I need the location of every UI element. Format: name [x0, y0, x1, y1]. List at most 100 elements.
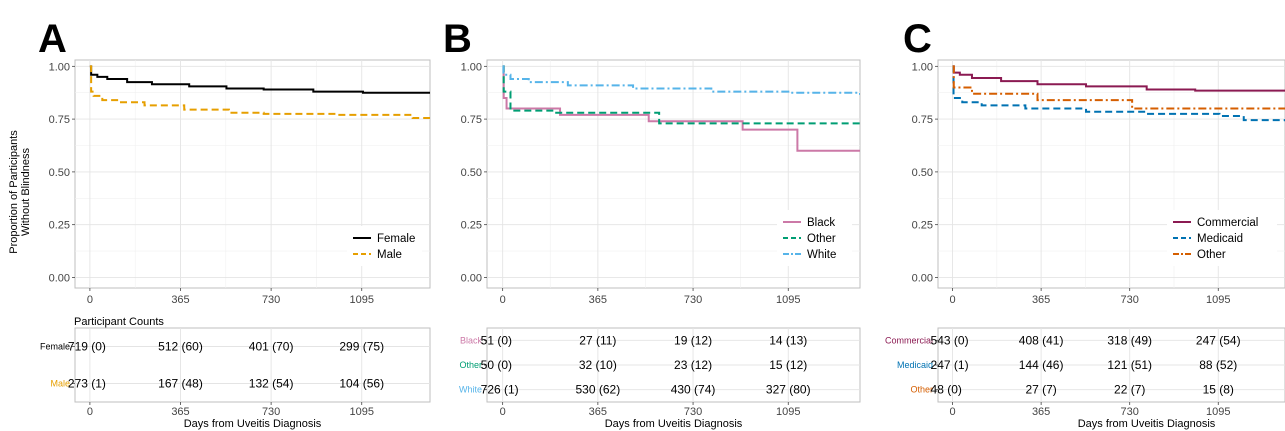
y-axis-title-line1: Proportion of Participants [8, 130, 20, 254]
risk-row-label-other: Other [910, 385, 933, 395]
risk-cell: 144 (46) [1019, 358, 1064, 372]
y-tick-label: 0.00 [49, 272, 70, 284]
risk-cell: 318 (49) [1107, 333, 1152, 347]
curve-commercial [952, 65, 1285, 92]
legend: Female Male [347, 226, 422, 266]
risk-cell: 27 (11) [579, 333, 616, 347]
risk-cell: 132 (54) [249, 377, 294, 391]
legend: Commercial Medicaid Other [1167, 210, 1277, 266]
risk-row-label-black: Black [460, 335, 483, 345]
legend-label-female: Female [377, 233, 415, 245]
x-tick-label: 1095 [349, 294, 373, 306]
legend-box [777, 210, 852, 266]
x-tick-label: 730 [262, 406, 280, 418]
x-tick-label: 365 [589, 294, 607, 306]
legend-label-white: White [807, 249, 836, 261]
risk-cell: 48 (0) [931, 383, 962, 397]
risk-cell: 104 (56) [339, 377, 384, 391]
risk-cell: 88 (52) [1199, 358, 1237, 372]
x-tick-label: 1095 [349, 406, 373, 418]
legend-label-male: Male [377, 249, 402, 261]
risk-cell: 51 (0) [481, 333, 512, 347]
legend-label-black: Black [807, 217, 835, 229]
curve-other [502, 65, 860, 125]
risk-cell: 719 (0) [68, 340, 106, 354]
risk-cell: 14 (13) [769, 333, 807, 347]
risk-cell: 32 (10) [579, 358, 617, 372]
risk-row-label-white: White [459, 385, 482, 395]
y-axis-title-line2: Without Blindness [20, 147, 32, 236]
risk-cell: 167 (48) [158, 377, 203, 391]
risk-cell: 273 (1) [68, 377, 106, 391]
risk-cell: 299 (75) [339, 340, 384, 354]
x-tick-label: 730 [684, 406, 702, 418]
y-tick-label: 0.25 [49, 220, 70, 232]
x-axis-title: Days from Uveitis Diagnosis [184, 418, 322, 430]
y-tick-label: 0.75 [461, 114, 482, 126]
y-tick-label: 0.25 [461, 220, 482, 232]
risk-cell: 15 (8) [1203, 383, 1234, 397]
risk-cell: 247 (1) [931, 358, 969, 372]
risk-cell: 530 (62) [576, 383, 621, 397]
x-tick-label: 0 [87, 406, 93, 418]
y-tick-label: 0.75 [49, 114, 70, 126]
x-tick-label: 0 [87, 294, 93, 306]
risk-cell: 23 (12) [674, 358, 712, 372]
x-tick-label: 730 [1121, 406, 1139, 418]
panel-letter-A: A [38, 17, 67, 61]
risk-row-label-other: Other [459, 360, 482, 370]
legend: Black Other White [777, 210, 852, 266]
risk-cell: 121 (51) [1107, 358, 1152, 372]
x-tick-label: 365 [1032, 294, 1050, 306]
risk-cell: 408 (41) [1019, 333, 1064, 347]
risk-cell: 19 (12) [674, 333, 712, 347]
risk-cell: 15 (12) [769, 358, 807, 372]
x-tick-label: 730 [684, 294, 702, 306]
x-tick-label: 1095 [1206, 294, 1230, 306]
risk-cell: 247 (54) [1196, 333, 1241, 347]
y-tick-label: 0.75 [912, 114, 933, 126]
curve-white [502, 65, 860, 95]
y-tick-label: 0.25 [912, 220, 933, 232]
risk-cell: 512 (60) [158, 340, 203, 354]
panel-B: B 0.00 0.25 0.50 0.75 1.00 0 365 730 1095 Black Oth… [443, 17, 861, 430]
panel-letter-B: B [443, 17, 472, 61]
risk-cell: 327 (80) [766, 383, 811, 397]
risk-cell: 726 (1) [481, 383, 519, 397]
x-axis-title: Days from Uveitis Diagnosis [1078, 418, 1216, 430]
legend-box [347, 226, 422, 266]
risk-table-area [74, 327, 431, 403]
y-tick-label: 0.00 [912, 272, 933, 284]
y-tick-label: 1.00 [461, 61, 482, 73]
risk-cell: 27 (7) [1025, 383, 1056, 397]
x-tick-label: 365 [1032, 406, 1050, 418]
x-tick-label: 0 [500, 406, 506, 418]
risk-row-label-commercial: Commercial [885, 335, 933, 345]
x-axis-title: Days from Uveitis Diagnosis [605, 418, 743, 430]
risk-cell: 543 (0) [931, 333, 969, 347]
risk-row-label-female: Female [40, 342, 70, 352]
risk-row-label-male: Male [50, 379, 70, 389]
curve-black [502, 65, 860, 152]
x-tick-label: 0 [500, 294, 506, 306]
y-tick-label: 0.50 [912, 167, 933, 179]
risk-cell: 50 (0) [481, 358, 512, 372]
x-tick-label: 0 [949, 406, 955, 418]
legend-label-other: Other [807, 233, 836, 245]
legend-label-other: Other [1197, 249, 1226, 261]
y-tick-label: 0.50 [461, 167, 482, 179]
risk-cell: 401 (70) [249, 340, 294, 354]
x-tick-label: 0 [949, 294, 955, 306]
curve-other [952, 65, 1285, 110]
x-tick-label: 365 [171, 406, 189, 418]
x-tick-label: 1095 [1206, 406, 1230, 418]
panel-C: C 0.00 0.25 0.50 0.75 1.00 0 365 730 1095 Commerci… [885, 17, 1285, 430]
y-tick-label: 1.00 [912, 61, 933, 73]
x-tick-label: 1095 [776, 294, 800, 306]
risk-row-label-medicaid: Medicaid [897, 360, 933, 370]
x-tick-label: 730 [1121, 294, 1139, 306]
counts-title: Participant Counts [74, 316, 164, 328]
